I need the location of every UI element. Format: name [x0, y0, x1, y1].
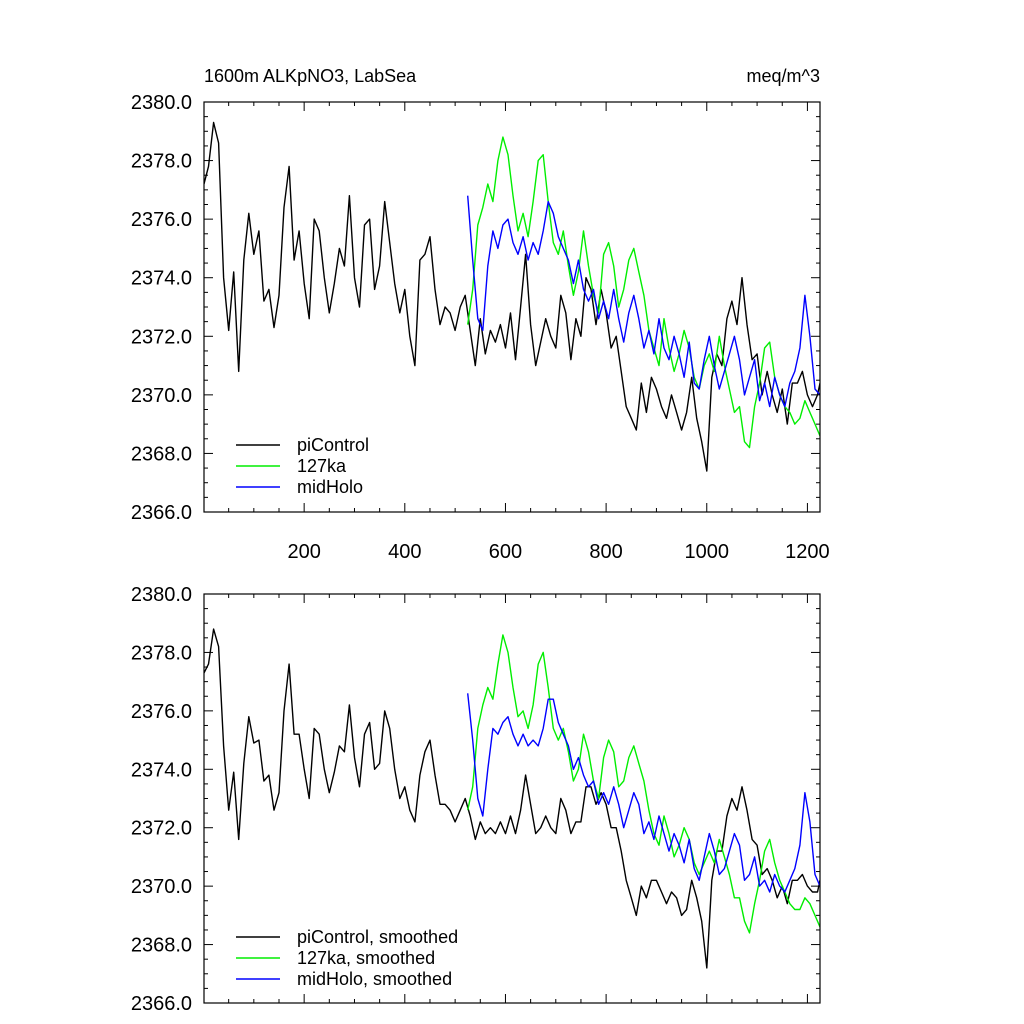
y-tick-label: 2376.0	[131, 209, 192, 231]
y-tick-label: 2370.0	[131, 385, 192, 407]
y-tick-label: 2380.0	[131, 584, 192, 606]
legend-label: midHolo, smoothed	[297, 969, 452, 989]
series-line-midholo	[467, 693, 820, 893]
y-tick-label: 2370.0	[131, 876, 192, 898]
chart-units: meq/m^3	[747, 66, 820, 86]
series-line-127ka	[467, 136, 820, 449]
x-tick-label: 200	[287, 541, 320, 563]
y-tick-label: 2374.0	[131, 759, 192, 781]
series-line-picontrol	[204, 628, 820, 969]
y-tick-label: 2372.0	[131, 818, 192, 840]
x-tick-label: 600	[489, 541, 522, 563]
y-tick-label: 2378.0	[131, 642, 192, 664]
chart-title: 1600m ALKpNO3, LabSea	[204, 66, 417, 86]
series-line-picontrol	[204, 121, 820, 472]
legend-label: 127ka	[297, 456, 347, 476]
x-tick-label: 400	[388, 541, 421, 563]
legend-label: piControl, smoothed	[297, 927, 458, 947]
y-tick-label: 2378.0	[131, 151, 192, 173]
series-line-midholo	[467, 195, 820, 408]
y-tick-label: 2368.0	[131, 443, 192, 465]
legend-label: 127ka, smoothed	[297, 948, 435, 968]
series-line-127ka	[467, 634, 820, 934]
y-tick-label: 2366.0	[131, 502, 192, 524]
x-tick-label: 800	[589, 541, 622, 563]
legend-label: midHolo	[297, 477, 363, 497]
y-tick-label: 2376.0	[131, 701, 192, 723]
series-group	[204, 628, 820, 969]
y-tick-label: 2372.0	[131, 326, 192, 348]
y-tick-label: 2366.0	[131, 993, 192, 1015]
bottom-panel: 2366.0 2368.0 2370.0 2372.0 2374.0 2376.0 2378…	[131, 584, 821, 1015]
x-tick-label: 1000	[685, 541, 730, 563]
series-group	[204, 121, 820, 472]
y-tick-label: 2374.0	[131, 268, 192, 290]
x-tick-label: 1200	[785, 541, 830, 563]
y-tick-label: 2368.0	[131, 935, 192, 957]
y-tick-label: 2380.0	[131, 92, 192, 114]
legend-label: piControl	[297, 435, 369, 455]
top-panel: 2366.0 2368.0 2370.0 2372.0 2374.0 2376.0 2378…	[131, 92, 830, 563]
